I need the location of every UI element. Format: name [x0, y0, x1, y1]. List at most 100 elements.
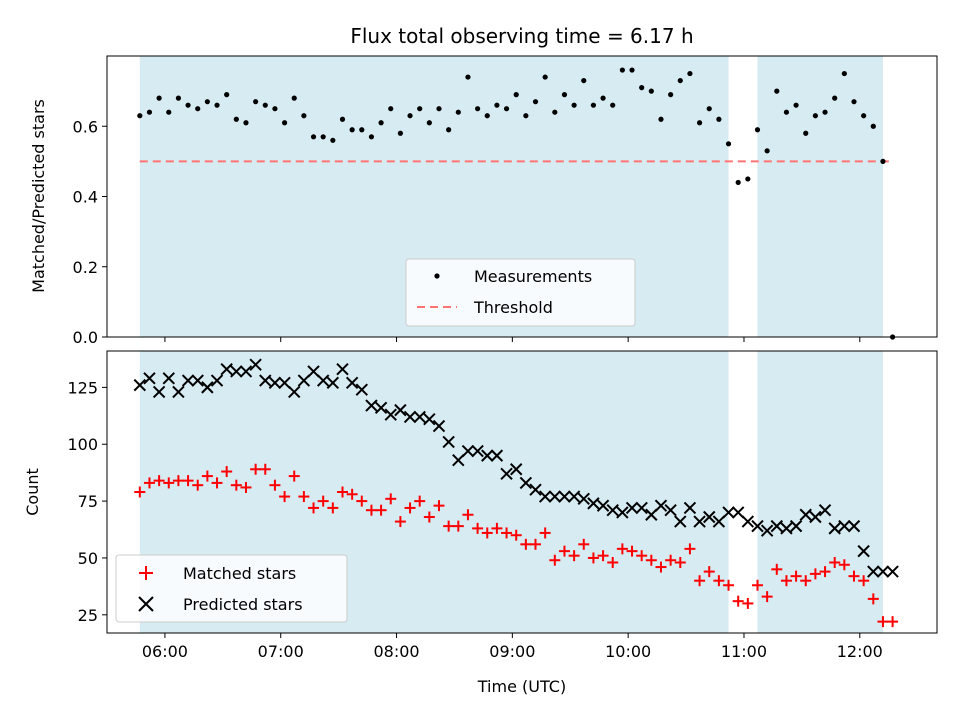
predicted-star-stroke	[490, 449, 504, 462]
predicted-star-points	[133, 358, 899, 578]
predicted-star-point	[152, 385, 166, 399]
measurement-point	[764, 148, 770, 154]
measurement-point	[388, 106, 394, 112]
measurement-point	[339, 116, 346, 122]
measurement-point	[503, 106, 510, 112]
matched-star-point	[211, 477, 223, 489]
matched-star-point	[703, 566, 715, 578]
predicted-star-stroke	[857, 544, 870, 558]
predicted-star-stroke	[616, 506, 629, 519]
measurement-point	[610, 102, 616, 108]
matched-star-point	[520, 538, 532, 550]
matched-star-point	[790, 570, 802, 582]
predicted-star-stroke	[143, 372, 156, 385]
x-tick-label: 09:00	[489, 642, 535, 661]
predicted-star-stroke	[432, 419, 446, 433]
y-tick-label: 25	[78, 606, 98, 625]
predicted-star-stroke	[703, 510, 716, 524]
matched-star-point	[665, 554, 677, 566]
count-panel-frame	[106, 350, 938, 634]
predicted-star-stroke	[133, 378, 147, 392]
matched-star-point	[365, 504, 377, 516]
matched-star-point	[404, 502, 416, 514]
matched-star-point	[655, 561, 667, 573]
matched-star-point	[308, 502, 320, 514]
predicted-star-stroke	[403, 410, 417, 424]
predicted-star-stroke	[316, 374, 330, 387]
predicted-star-point	[751, 519, 764, 533]
predicted-star-stroke	[886, 565, 899, 578]
y-tick-label: 0.6	[73, 117, 98, 136]
y-tick-label: 100	[67, 435, 98, 454]
predicted-star-point	[172, 385, 185, 399]
predicted-star-stroke	[191, 374, 204, 387]
predicted-star-stroke	[471, 444, 484, 458]
predicted-star-point	[548, 490, 562, 503]
predicted-star-stroke	[674, 515, 687, 528]
measurement-point	[735, 179, 741, 186]
legend-measurements-marker	[434, 273, 440, 279]
predicted-star-point	[664, 503, 677, 517]
predicted-star-stroke	[818, 503, 832, 517]
predicted-star-stroke	[664, 503, 677, 517]
matched-star-point	[452, 520, 464, 532]
count-panel: 25 50 75 100 125 06:00 07:00 08:00 09:00 10:00 11…	[23, 350, 938, 696]
x-tick-label: 06:00	[142, 642, 188, 661]
matched-star-point	[867, 593, 879, 605]
predicted-star-point	[645, 508, 658, 521]
predicted-star-point	[230, 365, 243, 378]
matched-star-point	[694, 575, 706, 587]
measurement-point	[870, 123, 876, 129]
matched-star-point	[153, 475, 165, 487]
measurement-point	[281, 120, 288, 126]
predicted-star-point	[538, 490, 552, 503]
predicted-star-stroke	[712, 515, 726, 528]
predicted-star-stroke	[731, 506, 745, 519]
matched-star-point	[240, 481, 252, 493]
predicted-star-stroke	[336, 362, 349, 376]
matched-star-point	[317, 495, 329, 507]
measurement-point	[513, 92, 519, 98]
predicted-star-stroke	[230, 365, 243, 378]
matched-star-point	[684, 543, 696, 555]
matched-star-point	[530, 538, 542, 550]
measurement-point	[397, 130, 403, 136]
measurement-point	[330, 137, 336, 143]
matched-star-point	[723, 579, 735, 591]
matched-star-point	[462, 509, 474, 521]
matched-star-point	[877, 616, 889, 628]
predicted-star-point	[442, 435, 455, 449]
matched-star-point	[336, 486, 348, 498]
matched-star-point	[636, 550, 648, 562]
measurement-point	[696, 120, 703, 126]
predicted-star-point	[297, 374, 311, 387]
measurement-point	[185, 102, 191, 108]
predicted-star-point	[838, 519, 851, 533]
measurement-point	[552, 109, 558, 115]
matched-star-point	[713, 575, 725, 587]
predicted-star-point	[654, 499, 668, 512]
matched-star-point	[279, 491, 291, 503]
predicted-star-point	[712, 515, 726, 528]
predicted-star-point	[596, 499, 610, 512]
predicted-star-point	[403, 410, 417, 424]
predicted-star-point	[394, 403, 407, 417]
measurement-point	[262, 102, 268, 108]
measurement-point	[861, 113, 867, 119]
predicted-star-stroke	[172, 385, 185, 399]
legend-threshold-label: Threshold	[473, 298, 553, 317]
predicted-star-stroke	[760, 524, 774, 537]
matched-star-point	[192, 479, 204, 491]
matched-star-point	[809, 568, 821, 580]
y-tick-label: 0.4	[73, 188, 98, 207]
matched-star-point	[201, 470, 213, 482]
predicted-star-point	[220, 362, 233, 376]
x-tick-label: 07:00	[258, 642, 304, 661]
matched-star-point	[143, 477, 155, 489]
matched-star-point	[732, 595, 744, 607]
predicted-star-point	[432, 419, 446, 433]
measurement-point	[812, 113, 818, 119]
matched-star-point	[472, 522, 484, 534]
matched-star-point	[674, 557, 686, 568]
measurement-point	[436, 106, 442, 112]
